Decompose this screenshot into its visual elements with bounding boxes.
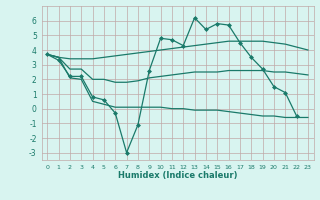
X-axis label: Humidex (Indice chaleur): Humidex (Indice chaleur) — [118, 171, 237, 180]
